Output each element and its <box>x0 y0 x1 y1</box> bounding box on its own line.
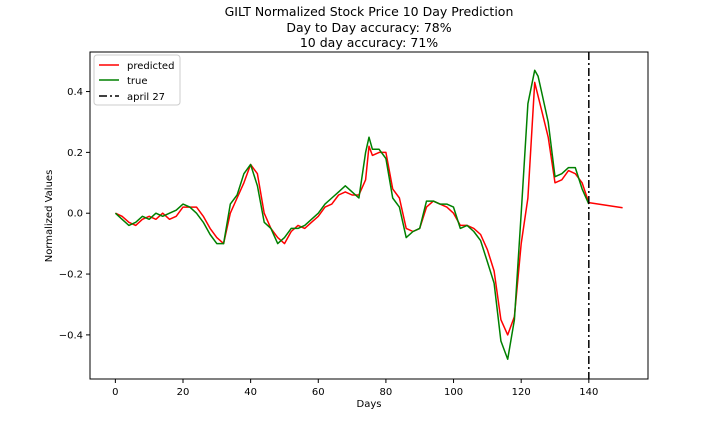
plot-lines <box>114 52 623 379</box>
x-tick-label: 40 <box>244 387 257 398</box>
x-tick-label: 140 <box>579 387 598 398</box>
legend-entry-true: true <box>127 76 148 87</box>
plot-area-frame <box>89 51 649 380</box>
y-tick-label: 0.4 <box>67 87 83 98</box>
x-tick-label: 100 <box>444 387 463 398</box>
legend-entry-april-27: april 27 <box>127 92 165 103</box>
y-tick-label: −0.4 <box>59 330 83 341</box>
y-axis-ticks: −0.4 −0.2 0.0 0.2 0.4 <box>59 87 90 341</box>
y-tick-label: −0.2 <box>59 270 83 281</box>
x-tick-label: 20 <box>177 387 190 398</box>
chart-title-line-1: GILT Normalized Stock Price 10 Day Predi… <box>225 4 514 19</box>
x-tick-label: 80 <box>380 387 393 398</box>
y-tick-label: 0.0 <box>67 209 83 220</box>
legend: predicted true april 27 <box>93 54 181 106</box>
x-axis-ticks: 0 20 40 60 80 100 120 140 <box>112 379 598 398</box>
x-tick-label: 60 <box>312 387 325 398</box>
x-axis-label: Days <box>357 399 382 410</box>
y-axis-label: Normalized Values <box>44 170 55 263</box>
chart-title: GILT Normalized Stock Price 10 Day Predi… <box>225 4 514 50</box>
y-tick-label: 0.2 <box>67 148 83 159</box>
x-tick-label: 120 <box>512 387 531 398</box>
chart-title-line-3: 10 day accuracy: 71% <box>300 35 438 50</box>
x-tick-label: 0 <box>112 387 118 398</box>
chart-title-line-2: Day to Day accuracy: 78% <box>286 20 451 35</box>
series-line-true <box>114 69 590 360</box>
legend-box <box>93 54 181 106</box>
legend-entry-predicted: predicted <box>127 61 174 72</box>
